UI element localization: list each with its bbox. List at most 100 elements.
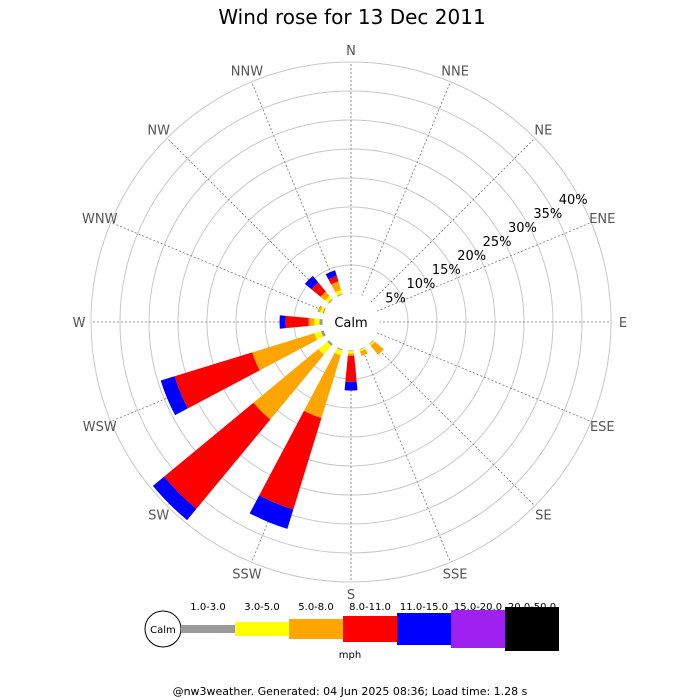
calm-label: Calm bbox=[334, 316, 367, 331]
direction-label: ENE bbox=[589, 212, 615, 227]
grid-spoke bbox=[166, 137, 332, 303]
direction-label: SSW bbox=[232, 567, 262, 582]
wind-sector-segment bbox=[368, 339, 374, 345]
legend-bin-label: 3.0-5.0 bbox=[244, 602, 279, 613]
wind-sector-segment bbox=[314, 331, 324, 340]
ring-labels: 5%10%15%20%25%30%35%40% bbox=[385, 193, 587, 306]
wind-sector-segment bbox=[324, 295, 333, 304]
wind-sector-segment bbox=[314, 318, 320, 326]
legend-swatch bbox=[505, 607, 559, 651]
grid-spoke bbox=[376, 222, 592, 312]
wind-sector-segment bbox=[320, 330, 327, 337]
wind-sector-segment bbox=[164, 402, 271, 509]
grid-ring bbox=[119, 90, 583, 554]
grid-ring bbox=[235, 206, 467, 438]
speed-legend: Calm 1.0-3.0 3.0-5.0 5.0-8.0 8.0-11.0 11.0-15… bbox=[144, 602, 559, 651]
legend-swatch bbox=[289, 619, 343, 639]
wind-sector-segment bbox=[253, 349, 324, 420]
direction-label: NE bbox=[534, 124, 552, 139]
wind-sector-segment bbox=[325, 270, 337, 280]
wind-sector-segment bbox=[303, 352, 341, 419]
wind-sector-segment bbox=[285, 315, 309, 329]
wind-sector-segment bbox=[347, 353, 355, 356]
legend-swatch bbox=[181, 625, 235, 633]
wind-sector-segment bbox=[335, 289, 343, 296]
direction-label: NNW bbox=[231, 65, 263, 80]
legend-swatch bbox=[235, 622, 289, 636]
wind-sector-segment bbox=[345, 355, 357, 382]
wind-sector-segment bbox=[348, 351, 354, 354]
wind-sectors bbox=[152, 270, 384, 529]
direction-label: WNW bbox=[82, 212, 118, 227]
wind-sector-segment bbox=[311, 282, 326, 297]
direction-label: NW bbox=[147, 124, 170, 139]
grid-spoke bbox=[110, 222, 326, 312]
wind-sector-segment bbox=[369, 340, 375, 346]
wind-sector-segment bbox=[331, 281, 342, 293]
wind-sector-segment bbox=[328, 299, 334, 305]
ring-label: 15% bbox=[432, 263, 461, 278]
grid-spoke bbox=[251, 81, 341, 297]
wind-sector-segment bbox=[252, 333, 318, 371]
wind-sector-segment bbox=[337, 346, 343, 351]
legend-swatch bbox=[451, 610, 505, 648]
wind-sector-segment bbox=[152, 476, 197, 521]
legend-bin-label: 5.0-8.0 bbox=[298, 602, 333, 613]
ring-label: 40% bbox=[559, 193, 588, 208]
legend-swatch bbox=[397, 613, 451, 645]
wind-sector-segment bbox=[304, 275, 319, 290]
legend-bin-label: 20.0-50.0 bbox=[508, 602, 556, 613]
direction-label: SW bbox=[148, 508, 169, 523]
wind-sector-segment bbox=[334, 348, 343, 356]
direction-label: S bbox=[347, 588, 355, 603]
wind-sector-segment bbox=[308, 318, 315, 326]
wind-sector-segment bbox=[317, 305, 323, 313]
legend-swatch bbox=[343, 616, 397, 642]
wind-sector-segment bbox=[328, 275, 339, 285]
legend-unit: mph bbox=[339, 650, 361, 661]
wind-sector-segment bbox=[249, 495, 294, 529]
wind-sector-segment bbox=[174, 352, 260, 409]
grid-spoke bbox=[370, 137, 536, 303]
wind-sector-segment bbox=[319, 319, 324, 325]
grid-spoke bbox=[370, 341, 536, 507]
direction-label: W bbox=[73, 316, 86, 331]
legend-bin-label: 8.0-11.0 bbox=[349, 602, 391, 613]
wind-sector-segment bbox=[160, 376, 188, 416]
ring-label: 25% bbox=[483, 235, 512, 250]
direction-labels: N NNE NE ENE E ESE SE SSE S SSW SW WSW W WNW NW NNW bbox=[73, 44, 628, 603]
wind-sector-segment bbox=[259, 410, 322, 510]
ring-label: 30% bbox=[508, 221, 537, 236]
ring-label: 35% bbox=[533, 207, 562, 222]
calm-circle: Calm bbox=[322, 293, 380, 351]
wind-sector-segment bbox=[319, 306, 325, 314]
direction-label: E bbox=[619, 316, 627, 331]
wind-sector-segment bbox=[279, 315, 286, 329]
grid-ring bbox=[90, 61, 612, 583]
direction-label: N bbox=[346, 44, 356, 59]
grid-spoke bbox=[361, 81, 451, 297]
direction-label: NNE bbox=[441, 65, 469, 80]
direction-label: SE bbox=[535, 508, 551, 523]
wind-sector-segment bbox=[360, 349, 368, 356]
legend-calm-label: Calm bbox=[150, 625, 176, 636]
legend-bin-label: 11.0-15.0 bbox=[400, 602, 448, 613]
direction-label: ESE bbox=[590, 420, 615, 435]
legend-bin-label: 15.0-20.0 bbox=[454, 602, 502, 613]
ring-label: 10% bbox=[407, 277, 436, 292]
ring-label: 5% bbox=[385, 291, 406, 306]
ring-label: 20% bbox=[457, 249, 486, 264]
footer-text: @nw3weather. Generated: 04 Jun 2025 08:3… bbox=[173, 685, 528, 698]
chart-title: Wind rose for 13 Dec 2011 bbox=[218, 5, 485, 29]
wind-sector-segment bbox=[344, 381, 358, 391]
direction-label: SSE bbox=[443, 567, 468, 582]
wind-sector-segment bbox=[318, 341, 332, 355]
wind-sector-segment bbox=[337, 293, 343, 298]
wind-sector-segment bbox=[327, 339, 334, 346]
grid-spoke bbox=[361, 347, 451, 563]
legend-bin-label: 1.0-3.0 bbox=[190, 602, 225, 613]
wind-sector-segment bbox=[359, 347, 366, 352]
wind-sector-segment bbox=[320, 291, 330, 301]
grid-spoke bbox=[376, 332, 592, 422]
